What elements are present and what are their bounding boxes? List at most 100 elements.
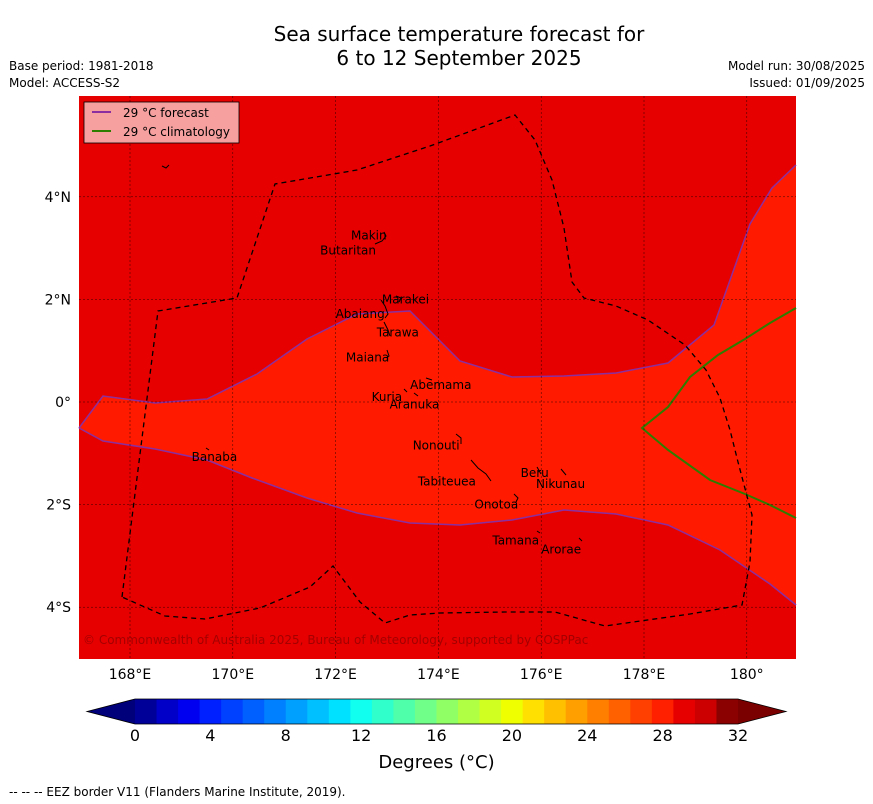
model-run-text: Model run: 30/08/2025 <box>727 59 865 73</box>
place-label-aranuka: Aranuka <box>390 398 440 412</box>
colorbar-segment <box>630 699 653 724</box>
forecast-contour-south <box>78 427 797 606</box>
place-label-nikunau: Nikunau <box>536 477 585 491</box>
colorbar-segment <box>673 699 696 724</box>
colorbar-segment <box>135 699 158 724</box>
place-label-banaba: Banaba <box>192 450 238 464</box>
place-label-beru: Beru <box>521 466 549 480</box>
place-label-abemama: Abemama <box>410 378 471 392</box>
island-marakei <box>395 295 402 303</box>
colorbar-segment <box>221 699 244 724</box>
colorbar-tick-label: 24 <box>577 726 597 745</box>
place-label-tarawa: Tarawa <box>376 326 419 340</box>
y-tick-label: 0° <box>55 395 71 411</box>
colorbar-segment <box>565 699 588 724</box>
island-abemama <box>425 377 433 381</box>
x-tick-label: 170°E <box>212 667 255 683</box>
island-kuria <box>403 388 408 393</box>
island-tamana <box>536 530 541 534</box>
colorbar-label: Degrees (°C) <box>378 752 495 773</box>
island-nikunau <box>560 468 567 476</box>
colorbar-segment <box>199 699 222 724</box>
colorbar-segment <box>716 699 739 724</box>
island-aranuka <box>413 392 419 397</box>
colorbar-segment <box>264 699 287 724</box>
place-label-marakei: Marakei <box>382 292 429 306</box>
x-tick-label: 176°E <box>520 667 563 683</box>
place-label-onotoa: Onotoa <box>474 498 518 512</box>
colorbar-tick-label: 0 <box>130 726 140 745</box>
colorbar-tick-label: 8 <box>281 726 291 745</box>
model-text: Model: ACCESS-S2 <box>9 76 121 90</box>
base-period-text: Base period: 1981-2018 <box>9 59 154 73</box>
legend: 29 °C forecast 29 °C climatology <box>83 101 240 144</box>
colorbar-tick-labels: 0 4 8 12 16 20 24 28 32 <box>130 726 748 745</box>
title-line-2: 6 to 12 September 2025 <box>336 46 582 70</box>
y-tick-label: 4°N <box>45 190 71 206</box>
x-tick-label: 172°E <box>314 667 357 683</box>
sst-warmer-region <box>79 165 796 605</box>
island-banaba <box>205 447 210 451</box>
colorbar-segment <box>651 699 674 724</box>
island-makin <box>374 231 387 245</box>
eez-border <box>121 114 753 627</box>
climatology-contour <box>640 307 797 519</box>
x-tick-label: 178°E <box>623 667 666 683</box>
colorbar-tick-label: 4 <box>205 726 215 745</box>
colorbar-min-extension <box>87 699 135 724</box>
colorbar-segment <box>285 699 308 724</box>
colorbar-segment <box>328 699 351 724</box>
colorbar-segment <box>371 699 394 724</box>
island-beru <box>536 466 542 475</box>
islands <box>161 164 583 542</box>
colorbar-segment <box>436 699 459 724</box>
y-axis-labels: 4°N 2°N 0° 2°S 4°S <box>45 190 72 616</box>
colorbar-tick-label: 16 <box>426 726 446 745</box>
colorbar-segment <box>501 699 524 724</box>
colorbar <box>85 698 788 725</box>
colorbar-tick-label: 12 <box>351 726 371 745</box>
y-tick-label: 2°N <box>45 292 71 308</box>
colorbar-segment <box>307 699 330 724</box>
island-tarawa <box>383 321 391 337</box>
x-tick-label: 168°E <box>109 667 152 683</box>
footer-note: -- -- -- EEZ border V11 (Flanders Marine… <box>9 785 346 799</box>
colorbar-segment <box>694 699 717 724</box>
forecast-contour-north <box>78 164 797 429</box>
place-label-abaiang: Abaiang <box>336 307 385 321</box>
title-line-1: Sea surface temperature forecast for <box>273 22 645 46</box>
island-nonouti <box>455 433 462 444</box>
colorbar-segment <box>242 699 265 724</box>
colorbar-max-extension <box>738 699 786 724</box>
place-label-butaritan: Butaritan <box>320 244 376 258</box>
place-label-makin: Makin <box>351 228 387 242</box>
copyright-notice: © Commonwealth of Australia 2025, Bureau… <box>83 633 588 647</box>
island-maiana <box>385 349 390 359</box>
colorbar-segment <box>350 699 373 724</box>
colorbar-tick-label: 32 <box>728 726 748 745</box>
x-tick-label: 174°E <box>417 667 460 683</box>
island-arorae <box>578 537 583 542</box>
colorbar-segment <box>544 699 567 724</box>
colorbar-outline <box>85 698 788 725</box>
colorbar-segment <box>587 699 610 724</box>
colorbar-segment <box>522 699 545 724</box>
place-label-nonouti: Nonouti <box>413 439 460 453</box>
colorbar-segment <box>393 699 416 724</box>
meta-right: Model run: 30/08/2025 Issued: 01/09/2025 <box>728 58 865 92</box>
colorbar-tick-label: 20 <box>502 726 522 745</box>
island-tabiteuea <box>470 459 492 482</box>
colorbar-segment <box>458 699 481 724</box>
y-tick-label: 2°S <box>46 498 71 514</box>
colorbar-segment <box>178 699 201 724</box>
x-tick-label: 180° <box>730 667 764 683</box>
colorbar-tick-label: 28 <box>652 726 672 745</box>
island-abaiang <box>380 299 389 319</box>
legend-climatology-label: 29 °C climatology <box>123 125 230 139</box>
island-north-islet <box>161 164 170 169</box>
island-onotoa <box>513 493 519 503</box>
legend-forecast-label: 29 °C forecast <box>123 106 209 120</box>
